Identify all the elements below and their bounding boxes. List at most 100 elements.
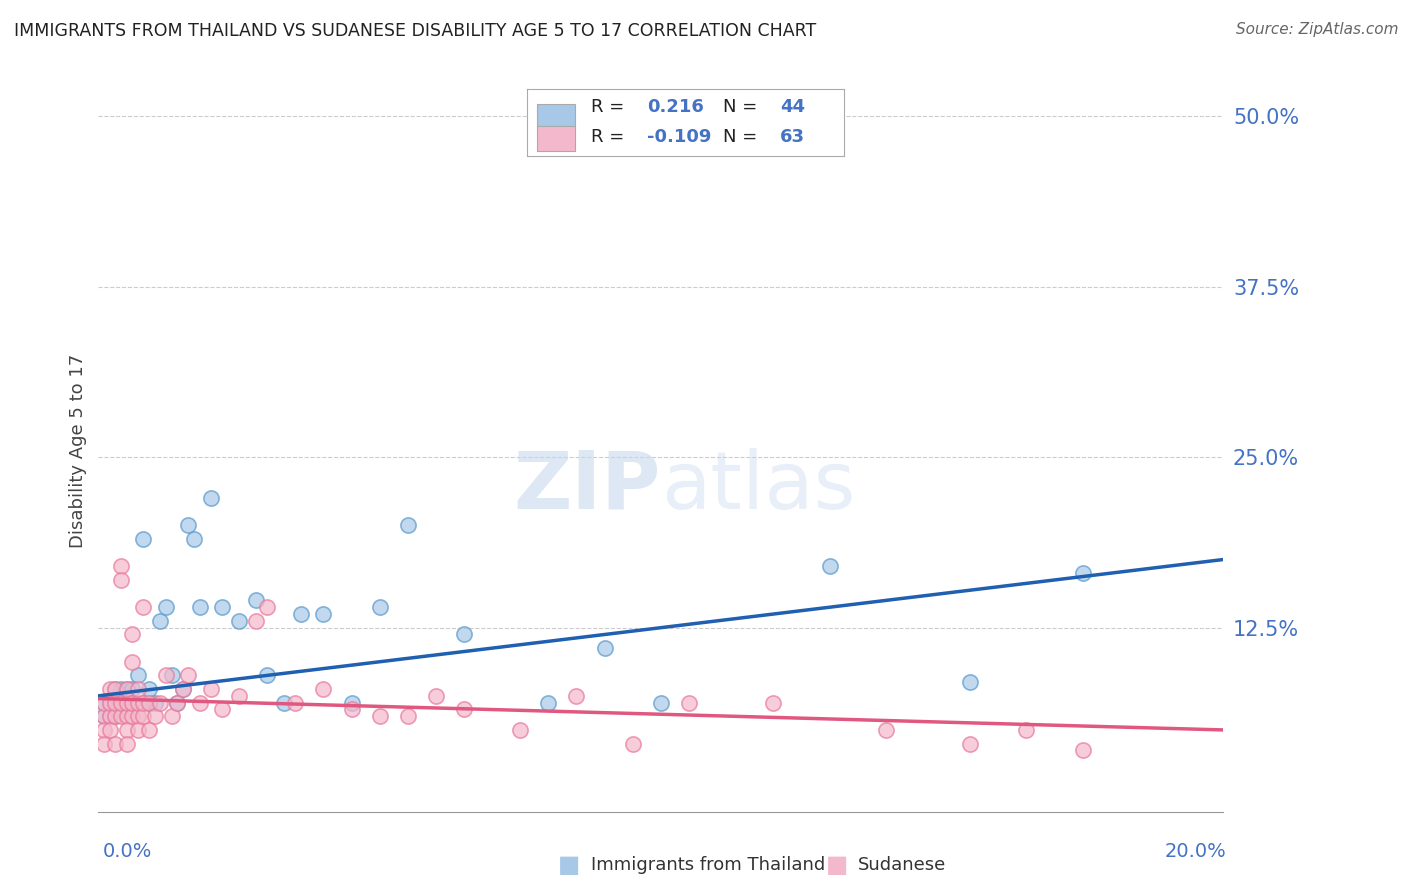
Point [149, 614, 172, 628]
Point [98, 696, 121, 710]
Text: 0.0%: 0.0% [103, 842, 152, 862]
Point [368, 600, 391, 615]
Point [200, 491, 222, 505]
Point [762, 696, 785, 710]
Point [183, 532, 205, 546]
Point [104, 681, 127, 696]
Point [166, 696, 188, 710]
Point [650, 696, 672, 710]
Point [340, 696, 363, 710]
Point [177, 518, 200, 533]
Point [172, 681, 194, 696]
Point [110, 696, 132, 710]
Point [149, 696, 172, 710]
Point [155, 668, 177, 682]
Point [98, 709, 121, 723]
Point [110, 681, 132, 696]
Point [104, 696, 127, 710]
Point [93, 709, 115, 723]
Point [127, 668, 149, 682]
Text: R =: R = [591, 128, 630, 146]
Text: Source: ZipAtlas.com: Source: ZipAtlas.com [1236, 22, 1399, 37]
Point [104, 696, 127, 710]
Text: N =: N = [723, 98, 763, 116]
Point [875, 723, 897, 737]
Point [453, 702, 475, 716]
Point [138, 696, 160, 710]
Point [284, 696, 307, 710]
Point [121, 681, 143, 696]
Point [211, 702, 233, 716]
Point [110, 559, 132, 574]
Point [132, 600, 155, 615]
Point [340, 702, 363, 716]
Point [104, 737, 127, 751]
Point [98, 696, 121, 710]
Text: ■: ■ [558, 854, 581, 877]
Text: -0.109: -0.109 [647, 128, 711, 146]
Point [104, 681, 127, 696]
Text: IMMIGRANTS FROM THAILAND VS SUDANESE DISABILITY AGE 5 TO 17 CORRELATION CHART: IMMIGRANTS FROM THAILAND VS SUDANESE DIS… [14, 22, 817, 40]
Point [121, 696, 143, 710]
Point [127, 723, 149, 737]
Point [104, 709, 127, 723]
Point [132, 532, 155, 546]
Point [312, 681, 335, 696]
Point [98, 723, 121, 737]
Point [188, 600, 211, 615]
Point [93, 737, 115, 751]
Point [98, 709, 121, 723]
Point [453, 627, 475, 641]
Y-axis label: Disability Age 5 to 17: Disability Age 5 to 17 [69, 353, 87, 548]
Point [115, 709, 138, 723]
Point [172, 681, 194, 696]
Bar [537, 104, 575, 129]
Point [121, 655, 143, 669]
Text: ZIP: ZIP [513, 448, 661, 525]
Point [425, 689, 447, 703]
Point [312, 607, 335, 621]
Point [818, 559, 841, 574]
Text: ■: ■ [825, 854, 848, 877]
Point [621, 737, 644, 751]
Bar [537, 126, 575, 152]
Point [509, 723, 531, 737]
Point [115, 696, 138, 710]
Point [115, 681, 138, 696]
Point [396, 518, 419, 533]
Point [138, 696, 160, 710]
Point [132, 696, 155, 710]
Point [93, 696, 115, 710]
Point [138, 681, 160, 696]
Point [537, 696, 560, 710]
Point [121, 696, 143, 710]
Point [177, 668, 200, 682]
Point [1015, 723, 1038, 737]
Point [115, 723, 138, 737]
Text: 63: 63 [780, 128, 806, 146]
Point [160, 709, 183, 723]
Point [98, 681, 121, 696]
Point [93, 723, 115, 737]
Point [115, 681, 138, 696]
Point [115, 696, 138, 710]
Point [211, 600, 233, 615]
Point [110, 696, 132, 710]
Point [104, 709, 127, 723]
Point [368, 709, 391, 723]
Point [678, 696, 700, 710]
Text: 0.216: 0.216 [647, 98, 704, 116]
Text: 20.0%: 20.0% [1164, 842, 1226, 862]
Text: N =: N = [723, 128, 763, 146]
Point [132, 709, 155, 723]
Point [228, 614, 250, 628]
Text: Sudanese: Sudanese [858, 856, 946, 874]
Point [138, 723, 160, 737]
Point [959, 675, 981, 690]
Point [127, 709, 149, 723]
Point [245, 614, 267, 628]
Point [396, 709, 419, 723]
Point [1071, 566, 1094, 581]
Point [110, 709, 132, 723]
Point [290, 607, 312, 621]
